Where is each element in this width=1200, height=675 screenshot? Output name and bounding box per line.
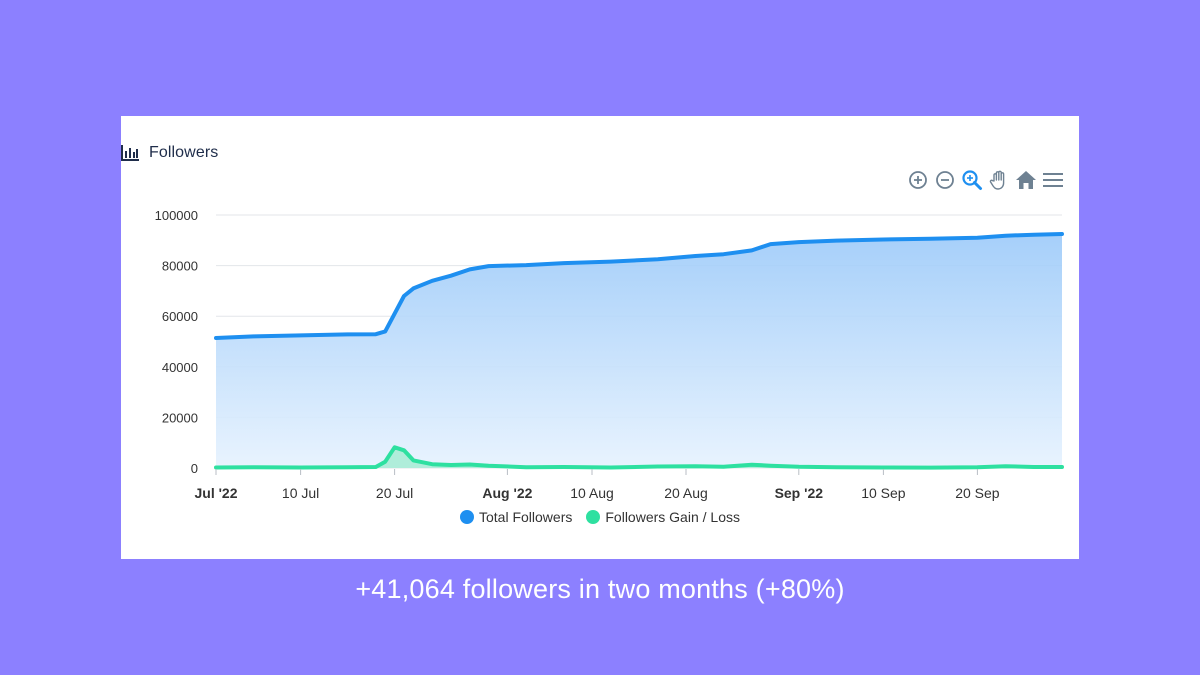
- y-axis: 100000 80000 60000 40000 20000 0: [155, 208, 198, 476]
- home-icon: [1016, 171, 1036, 189]
- x-tick-label: Sep '22: [775, 485, 824, 501]
- total-followers-area: [216, 234, 1062, 468]
- total-followers-line: [214, 232, 1064, 340]
- legend-item-total-followers[interactable]: Total Followers: [460, 509, 572, 525]
- menu-icon: [1043, 173, 1063, 187]
- caption: +41,064 followers in two months (+80%): [355, 574, 845, 604]
- y-tick-label: 40000: [162, 360, 198, 375]
- x-tick-label: Aug '22: [482, 485, 532, 501]
- x-tick-label: 10 Sep: [861, 485, 906, 501]
- legend-label: Total Followers: [479, 509, 573, 525]
- y-tick-label: 60000: [162, 309, 198, 324]
- x-axis: Jul '22 10 Jul 20 Jul Aug '22 10 Aug 20 Aug Se…: [194, 469, 1000, 501]
- x-tick-label: 20 Sep: [955, 485, 1000, 501]
- x-tick-label: 20 Jul: [376, 485, 413, 501]
- selection-zoom-icon: [962, 170, 982, 190]
- y-tick-label: 100000: [155, 208, 198, 223]
- bar-chart-icon: [121, 145, 139, 161]
- selection-zoom-button[interactable]: [960, 168, 984, 192]
- y-tick-label: 0: [191, 461, 198, 476]
- zoom-in-icon: [909, 171, 927, 189]
- zoom-out-button[interactable]: [933, 168, 957, 192]
- x-tick-label: 10 Aug: [570, 485, 614, 501]
- x-tick-label: 20 Aug: [664, 485, 708, 501]
- y-tick-label: 20000: [162, 410, 198, 425]
- y-tick-label: 80000: [162, 259, 198, 274]
- zoom-in-button[interactable]: [906, 168, 930, 192]
- legend-marker-gain: [586, 510, 601, 524]
- legend-item-followers-gain-loss[interactable]: Followers Gain / Loss: [586, 509, 740, 525]
- pan-button[interactable]: [987, 168, 1011, 192]
- x-tick-label: 10 Jul: [282, 485, 319, 501]
- series-layer: [214, 232, 1064, 470]
- legend-marker-total: [460, 510, 474, 524]
- legend-label: Followers Gain / Loss: [605, 509, 740, 525]
- x-tick-label: Jul '22: [194, 485, 237, 501]
- card-title: Followers: [149, 144, 219, 161]
- followers-card: Followers: [121, 116, 1079, 559]
- chart-toolbar: [906, 168, 1065, 192]
- followers-chart: 100000 80000 60000 40000 20000 0 Jul '22 10 Ju…: [155, 208, 1064, 501]
- reset-zoom-button[interactable]: [1014, 168, 1038, 192]
- zoom-out-icon: [936, 171, 954, 189]
- card-header: Followers: [121, 144, 218, 162]
- chart-menu-button[interactable]: [1041, 168, 1065, 192]
- gain-loss-line: [214, 445, 1064, 470]
- pan-icon: [989, 170, 1005, 190]
- chart-legend: Total Followers Followers Gain / Loss: [121, 509, 1079, 525]
